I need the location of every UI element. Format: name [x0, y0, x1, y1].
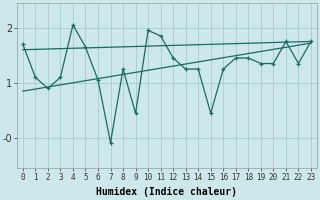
X-axis label: Humidex (Indice chaleur): Humidex (Indice chaleur) [96, 187, 237, 197]
